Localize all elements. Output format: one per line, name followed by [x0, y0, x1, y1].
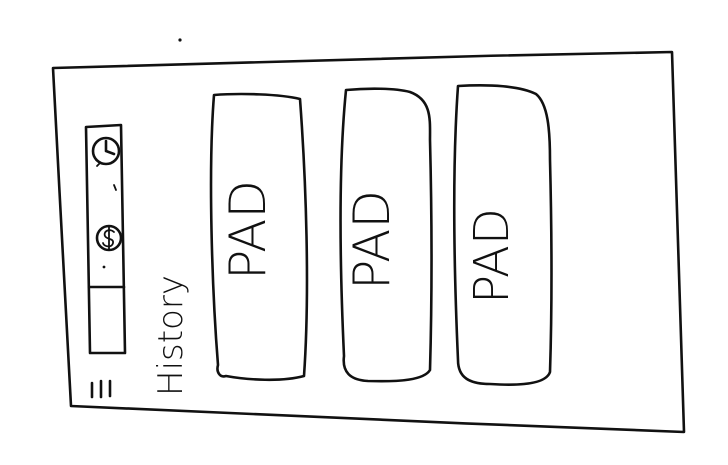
- card-outline: [339, 87, 433, 383]
- card-label: PAD: [343, 190, 401, 290]
- card[interactable]: PAD: [452, 83, 553, 386]
- toolbar-dot: [102, 265, 106, 269]
- card[interactable]: PAD: [209, 92, 309, 382]
- toolbar-tick: [113, 184, 117, 191]
- card-label: PAD: [464, 208, 520, 304]
- history-label: History: [151, 275, 191, 396]
- stray-ink-dot: [178, 38, 182, 42]
- clock-icon[interactable]: [91, 136, 121, 167]
- side-toolbar: [84, 123, 127, 355]
- device-frame: [51, 50, 686, 434]
- dollar-icon[interactable]: [95, 224, 123, 252]
- card-label: PAD: [219, 180, 277, 280]
- toolbar-outline: [84, 123, 127, 355]
- card[interactable]: PAD: [339, 87, 433, 383]
- card-outline: [452, 83, 553, 386]
- hamburger-menu-icon[interactable]: [90, 379, 112, 399]
- card-outline: [209, 92, 309, 382]
